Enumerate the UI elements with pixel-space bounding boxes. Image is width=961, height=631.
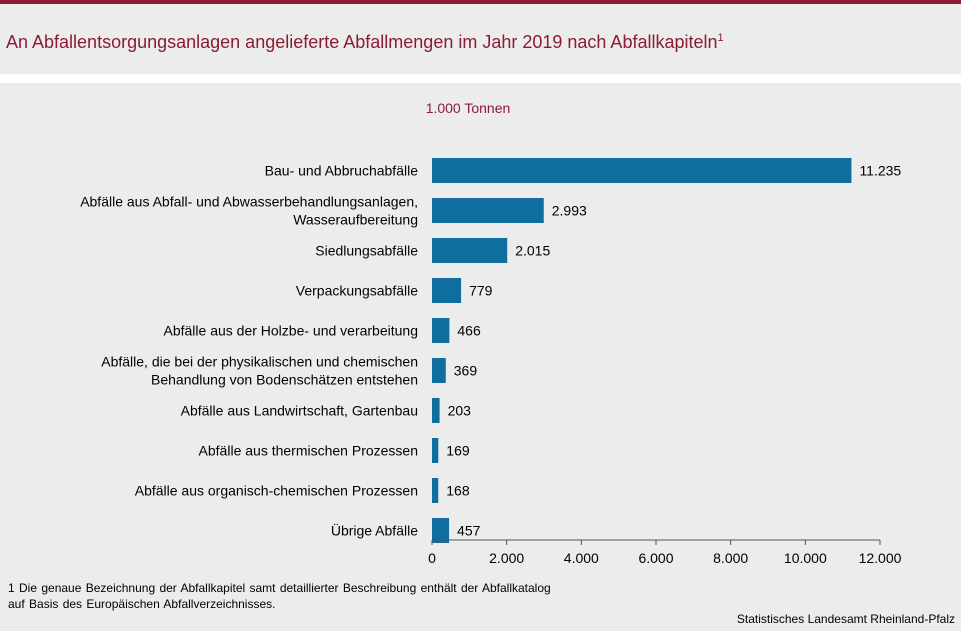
value-label: 457 bbox=[457, 523, 481, 539]
category-label: Siedlungsabfälle bbox=[315, 243, 418, 259]
title-strip: An Abfallentsorgungsanlagen angelieferte… bbox=[0, 4, 961, 74]
value-label: 2.993 bbox=[552, 203, 587, 219]
category-label: Verpackungsabfälle bbox=[296, 283, 418, 299]
chart-title-text: An Abfallentsorgungsanlagen angelieferte… bbox=[6, 32, 718, 52]
title-footnote-marker: 1 bbox=[717, 32, 724, 44]
category-label: Abfälle aus organisch-chemischen Prozess… bbox=[135, 483, 418, 499]
category-label: Abfälle aus thermischen Prozessen bbox=[199, 443, 418, 459]
bar bbox=[432, 478, 439, 503]
footnote-line-1: 1 Die genaue Bezeichnung der Abfallkapit… bbox=[8, 581, 551, 595]
chart-title: An Abfallentsorgungsanlagen angelieferte… bbox=[6, 32, 724, 53]
x-tick-label: 6.000 bbox=[638, 550, 673, 566]
separator bbox=[0, 74, 961, 83]
unit-label: 1.000 Tonnen bbox=[426, 100, 511, 116]
value-label: 779 bbox=[469, 283, 493, 299]
category-label: Abfälle aus Landwirtschaft, Gartenbau bbox=[181, 403, 418, 419]
bar bbox=[432, 398, 440, 423]
category-label: Wasseraufbereitung bbox=[293, 212, 418, 228]
value-label: 466 bbox=[457, 323, 481, 339]
x-tick-label: 2.000 bbox=[489, 550, 524, 566]
value-label: 168 bbox=[446, 483, 470, 499]
value-label: 203 bbox=[448, 403, 472, 419]
bar bbox=[432, 158, 852, 183]
source-credit: Statistisches Landesamt Rheinland-Pfalz bbox=[736, 612, 955, 626]
footnote-line-2: auf Basis des Europäischen Abfallverzeic… bbox=[8, 597, 276, 611]
bar bbox=[432, 438, 439, 463]
value-label: 11.235 bbox=[859, 163, 901, 179]
bar bbox=[432, 518, 450, 543]
x-tick-label: 0 bbox=[428, 550, 436, 566]
top-accent-bar bbox=[0, 0, 961, 4]
bar bbox=[432, 358, 446, 383]
category-label: Bau- und Abbruchabfälle bbox=[265, 163, 419, 179]
category-label: Behandlung von Bodenschätzen entstehen bbox=[151, 372, 418, 388]
x-tick-label: 8.000 bbox=[713, 550, 748, 566]
category-label: Abfälle aus der Holzbe- und verarbeitung bbox=[164, 323, 419, 339]
value-label: 2.015 bbox=[515, 243, 550, 259]
bar bbox=[432, 318, 450, 343]
bar bbox=[432, 198, 544, 223]
x-tick-label: 12.000 bbox=[859, 550, 902, 566]
category-label: Abfälle aus Abfall- und Abwasserbehandlu… bbox=[80, 194, 418, 210]
x-tick-label: 10.000 bbox=[784, 550, 827, 566]
footnote: 1 Die genaue Bezeichnung der Abfallkapit… bbox=[8, 580, 551, 612]
value-label: 369 bbox=[454, 363, 478, 379]
category-label: Übrige Abfälle bbox=[331, 522, 418, 539]
x-tick-label: 4.000 bbox=[564, 550, 599, 566]
bar bbox=[432, 238, 508, 263]
bar bbox=[432, 278, 462, 303]
category-label: Abfälle, die bei der physikalischen und … bbox=[101, 354, 418, 370]
value-label: 169 bbox=[446, 443, 470, 459]
